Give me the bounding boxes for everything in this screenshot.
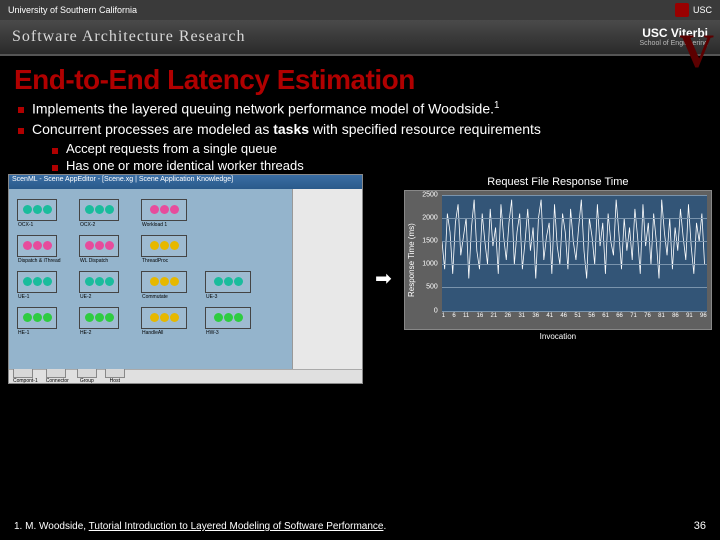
chart-box: Response Time (ms) 05001000150020002500 … [404, 190, 712, 330]
sub-bullet-2: Has one or more identical worker threads [52, 158, 702, 173]
chart-ylabel: Response Time (ms) [405, 191, 418, 329]
diagram-node: UE-1 [17, 271, 57, 293]
window-body: OCX-1 Dispatch & iThread UE-1 HE-1 OCX-2 WL D… [9, 189, 362, 369]
sub-bullet-1: Accept requests from a single queue [52, 141, 702, 156]
diagram-node: HW-3 [205, 307, 251, 329]
palette-bar: Compont-1 Connector Group Host [9, 369, 362, 383]
shield-icon [675, 3, 689, 17]
bullet-icon [18, 107, 24, 113]
diagram-node: UE-2 [79, 271, 119, 293]
page-number: 36 [694, 520, 706, 532]
diagram-node: OCX-1 [17, 199, 57, 221]
diagram-canvas: OCX-1 Dispatch & iThread UE-1 HE-1 OCX-2 WL D… [9, 189, 292, 369]
chart-xlabel: Invocation [404, 330, 712, 341]
usc-text: USC [693, 5, 712, 15]
diagram-node: HE-1 [17, 307, 57, 329]
sub-bullet-1-text: Accept requests from a single queue [66, 141, 277, 156]
chart-inner: 05001000150020002500 1611162126313641465… [418, 191, 711, 329]
sub-bullet-2-text: Has one or more identical worker threads [66, 158, 304, 173]
diagram-node: Dispatch & iThread [17, 235, 57, 257]
bullet-icon [52, 165, 58, 171]
diagram-node: WL Dispatch [79, 235, 119, 257]
diagram-node: Workload 1 [141, 199, 187, 221]
palette-item: Host [105, 368, 125, 384]
diagram-node: HandleAll [141, 307, 187, 329]
bullet-icon [18, 128, 24, 134]
chart-title: Request File Response Time [404, 174, 712, 190]
diagram-node: OCX-2 [79, 199, 119, 221]
palette-item: Connector [46, 368, 69, 384]
header-band: Software Architecture Research USC Viter… [0, 20, 720, 56]
university-name: University of Southern California [8, 5, 137, 15]
bullet-2: Concurrent processes are modeled as task… [18, 121, 702, 137]
chart-xticks: 16111621263136414651566166717681869196 [442, 313, 707, 329]
usc-badge-wrap: USC [675, 3, 712, 17]
footnote-text: 1. M. Woodside, Tutorial Introduction to… [14, 521, 386, 532]
university-topbar: University of Southern California USC [0, 0, 720, 20]
footnote-link[interactable]: Tutorial Introduction to Layered Modelin… [89, 521, 384, 532]
chart-line [442, 195, 707, 311]
side-panel [292, 189, 362, 369]
chart-plot-area [442, 195, 707, 311]
window-titlebar: ScenML - Scene AppEditor - [Scene.xg | S… [9, 175, 362, 189]
bullet-1-text: Implements the layered queuing network p… [32, 100, 499, 117]
palette-item: Compont-1 [13, 368, 38, 384]
diagram-node: UE-3 [205, 271, 251, 293]
bullet-icon [52, 148, 58, 154]
chart-yticks: 05001000150020002500 [418, 195, 440, 311]
bullet-2-text: Concurrent processes are modeled as task… [32, 121, 541, 137]
diagram-node: HE-2 [79, 307, 119, 329]
arrow-icon: ➡ [375, 266, 392, 291]
lower-row: ScenML - Scene AppEditor - [Scene.xg | S… [0, 174, 720, 384]
diagram-node: ThreadProc [141, 235, 187, 257]
palette-item: Group [77, 368, 97, 384]
app-screenshot: ScenML - Scene AppEditor - [Scene.xg | S… [8, 174, 363, 384]
chart-panel: Request File Response Time Response Time… [404, 174, 712, 384]
big-v-watermark: V [679, 24, 714, 79]
diagram-node: Commutate [141, 271, 187, 293]
footnote: 1. M. Woodside, Tutorial Introduction to… [0, 520, 720, 532]
slide-title: End-to-End Latency Estimation [0, 56, 720, 100]
band-title: Software Architecture Research [12, 28, 245, 46]
bullet-1: Implements the layered queuing network p… [18, 100, 702, 117]
